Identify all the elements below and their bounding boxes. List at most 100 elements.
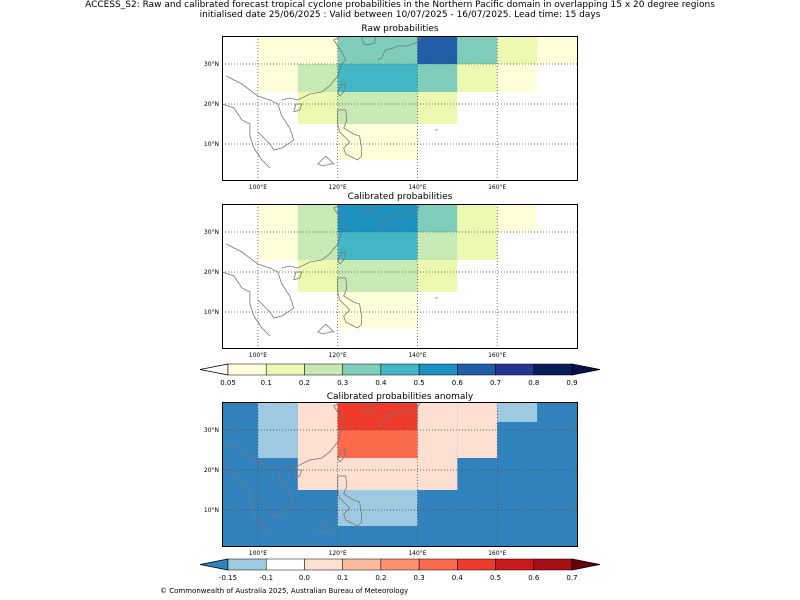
coastline (435, 296, 438, 300)
lat-tick-label: 10°N (203, 309, 219, 316)
lon-tick-label: 140°E (408, 550, 427, 557)
colorbar-segment (380, 363, 420, 376)
colorbar-tick-label: 0.05 (220, 379, 236, 387)
probability-region-cell (337, 490, 418, 526)
probability-region-cell (297, 92, 338, 124)
colorbar-extend-max (571, 363, 600, 376)
lat-tick-label: 30°N (203, 427, 219, 434)
lon-tick-label: 120°E (328, 550, 347, 557)
colorbar-extend-min (200, 558, 229, 571)
colorbar-extend-max (571, 558, 600, 571)
coastline (293, 103, 303, 113)
lon-tick-label: 160°E (488, 184, 507, 191)
probability-region-cell (497, 64, 538, 92)
probability-region-cell (297, 260, 338, 292)
probability-region-cell (337, 402, 418, 430)
coastline (316, 155, 335, 167)
map-frame (222, 402, 578, 547)
anomaly-map (222, 402, 578, 547)
raw-probability-map (222, 36, 578, 181)
colorbar-tick-label: 0.6 (528, 574, 540, 582)
raw-panel-title: Raw probabilities (361, 24, 439, 34)
colorbar-tick-label: 0.1 (261, 379, 272, 387)
lon-tick-label: 140°E (408, 352, 427, 359)
coastline (225, 75, 295, 151)
probability-region-cell (337, 36, 418, 64)
probability-region-cell (497, 204, 538, 232)
colorbar-tick-label: -0.1 (259, 574, 273, 582)
lat-tick-label: 20°N (203, 269, 219, 276)
colorbar-tick-label: 0.6 (452, 379, 464, 387)
probability-region-cell (457, 36, 498, 64)
coastline (293, 271, 303, 281)
probability-region-cell (337, 92, 418, 124)
probability-region-cell (417, 430, 458, 458)
coastline (337, 449, 347, 463)
probability-region-cell (297, 64, 338, 92)
lon-tick-label: 140°E (408, 184, 427, 191)
lon-tick-label: 120°E (328, 352, 347, 359)
colorbar-segment (342, 558, 382, 571)
colorbar-tick-label: 0.7 (490, 379, 501, 387)
probability-region-cell (457, 64, 498, 92)
colorbar-segment (342, 363, 382, 376)
probability-colorbar: 0.05 0.1 0.2 0.3 0.4 0.5 0.6 0.7 0.8 0.9 (200, 363, 600, 387)
coastline (316, 521, 335, 533)
coastline (222, 469, 271, 535)
lon-tick-label: 100°E (248, 550, 268, 557)
lon-tick-label: 160°E (488, 352, 507, 359)
colorbar-tick-label: 0.4 (452, 574, 464, 582)
lat-tick-label: 30°N (203, 229, 219, 236)
coastline (337, 277, 363, 329)
map-frame (222, 204, 578, 349)
probability-region-cell (457, 204, 498, 232)
lat-tick-label: 10°N (203, 507, 219, 514)
lon-tick-label: 160°E (488, 550, 507, 557)
probability-region-cell (337, 124, 418, 160)
anomaly-panel-title: Calibrated probabilities anomaly (326, 392, 474, 402)
probability-region-cell (337, 232, 418, 260)
probability-region-cell (337, 64, 418, 92)
probability-region-cell (297, 36, 338, 64)
probability-region-cell (417, 232, 458, 260)
coastline (225, 243, 295, 319)
coastline (377, 402, 421, 427)
colorbar-tick-label: 0.3 (414, 574, 425, 582)
colorbar-segment (227, 558, 267, 571)
colorbar-tick-label: 0.2 (375, 574, 386, 582)
coastline (222, 271, 271, 337)
anomaly-colorbar: -0.15 -0.1 0.0 0.1 0.2 0.3 0.4 0.5 0.6 0.7 (200, 558, 600, 582)
lon-tick-label: 100°E (248, 352, 268, 359)
colorbar-tick-label: 0.5 (490, 574, 501, 582)
colorbar-segment (533, 363, 573, 376)
probability-region-cell (337, 430, 418, 458)
colorbar-tick-label: 0.2 (299, 379, 310, 387)
coastline (377, 204, 421, 229)
colorbar-tick-label: 0.0 (299, 574, 310, 582)
probability-region-cell (417, 260, 458, 292)
colorbar-tick-label: 0.7 (566, 574, 577, 582)
colorbar-tick-label: 0.8 (528, 379, 539, 387)
colorbar-tick-label: 0.9 (566, 379, 577, 387)
figure-subtitle: initialised date 25/06/2025 : Valid betw… (199, 10, 601, 20)
colorbar-tick-label: 0.3 (337, 379, 348, 387)
colorbar-segment (495, 558, 535, 571)
colorbar-extend-min (200, 363, 229, 376)
colorbar-segment (227, 363, 267, 376)
coastline (435, 128, 438, 132)
lon-tick-label: 120°E (328, 184, 347, 191)
probability-region-cell (537, 36, 577, 64)
probability-region-cell (337, 292, 418, 328)
colorbar-segment (457, 363, 496, 376)
coastline (337, 475, 363, 527)
probability-region-cell (417, 204, 458, 232)
probability-region-cell (337, 458, 418, 490)
colorbar-segment (380, 558, 420, 571)
colorbar-segment (265, 558, 305, 571)
probability-region-cell (337, 260, 418, 292)
probability-region-cell (297, 402, 338, 458)
probability-region-cell (297, 204, 338, 260)
probability-region-cell (497, 36, 538, 64)
colorbar-segment (304, 363, 343, 376)
copyright-footer: © Commonwealth of Australia 2025, Austra… (160, 587, 409, 595)
